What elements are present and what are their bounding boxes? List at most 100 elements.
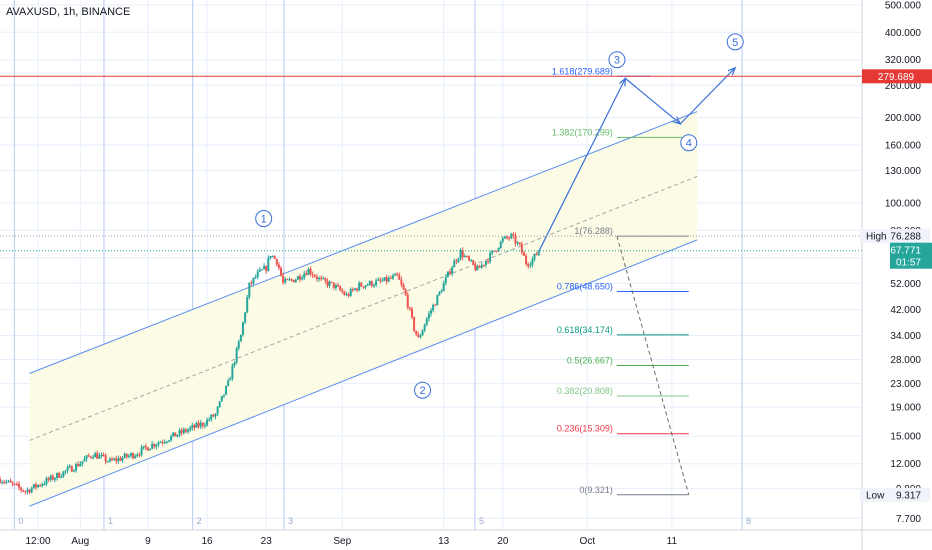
chart-title: AVAXUSD, 1h, BINANCE <box>6 6 131 18</box>
fib-extension[interactable]: 1.618(279.689) 1.382(170.299) 1(76.288) 0.7… <box>552 66 690 496</box>
candle-body <box>96 453 99 459</box>
candle-body <box>263 266 266 270</box>
candle-body <box>520 243 523 253</box>
candle-body <box>87 455 90 457</box>
candle-body <box>425 318 428 325</box>
candle-body <box>138 454 141 456</box>
low-label: Low <box>866 490 885 501</box>
price-tick-label: 400.000 <box>885 28 922 39</box>
candle-body <box>347 294 350 296</box>
session-marker-label: 3 <box>288 516 293 526</box>
candle-body <box>7 480 10 482</box>
candle-body <box>535 253 538 256</box>
resistance-badge-label: 279.689 <box>878 72 915 83</box>
candle-body <box>49 475 52 480</box>
candle-body <box>206 419 209 426</box>
candle-body <box>341 290 344 293</box>
candle-body <box>529 264 532 267</box>
candle-body <box>360 282 363 287</box>
candle-body <box>246 297 249 313</box>
fib-level-label: 0.382(20.808) <box>557 386 613 396</box>
candle-body <box>417 334 420 338</box>
candle-body <box>356 288 359 291</box>
candle-body <box>129 453 132 456</box>
candle-body <box>252 277 255 284</box>
candles <box>0 231 540 495</box>
wave-path <box>538 67 736 251</box>
candle-body <box>461 250 464 258</box>
price-tick-label: 42.000 <box>890 305 921 316</box>
regression-channel[interactable] <box>29 111 698 507</box>
candle-body <box>30 488 33 493</box>
candle-body <box>180 430 183 433</box>
candle-body <box>423 324 426 331</box>
time-tick-label: 20 <box>497 536 509 547</box>
candle-body <box>533 253 536 260</box>
candle-body <box>37 484 40 488</box>
price-tick-label: 160.000 <box>885 141 922 152</box>
candle-body <box>165 441 168 443</box>
wave-label: 4 <box>686 138 692 150</box>
candle-body <box>13 483 16 485</box>
candle-body <box>142 445 145 448</box>
candle-body <box>197 422 200 427</box>
candle-body <box>480 264 483 268</box>
candle-body <box>377 279 380 281</box>
candle-body <box>402 284 405 290</box>
candle-body <box>495 250 498 252</box>
candle-body <box>168 440 171 442</box>
channel-lower-line <box>29 239 698 507</box>
candle-body <box>28 489 31 493</box>
candle-body <box>368 281 371 285</box>
candle-body <box>508 237 511 239</box>
candle-body <box>440 291 443 293</box>
candle-body <box>503 236 506 239</box>
candle-body <box>307 268 310 275</box>
candle-body <box>220 395 223 402</box>
candle-body <box>493 250 496 252</box>
candle-body <box>157 442 160 445</box>
candle-body <box>370 281 373 287</box>
candle-body <box>218 401 221 407</box>
candle-body <box>381 280 384 282</box>
candle-body <box>522 252 525 256</box>
candle-body <box>269 256 272 259</box>
candle-body <box>385 277 388 282</box>
candle-body <box>320 277 323 279</box>
price-tick-label: 7.700 <box>896 514 921 525</box>
candle-body <box>22 490 25 492</box>
low-price: 9.317 <box>896 490 921 501</box>
candle-body <box>349 289 352 296</box>
price-tick-label: 15.000 <box>890 432 921 443</box>
wave-label-circle <box>608 51 626 69</box>
candle-body <box>256 271 259 278</box>
candle-body <box>476 266 479 271</box>
price-tick-label: 320.000 <box>885 55 922 66</box>
price-tick-label: 19.000 <box>890 403 921 414</box>
price-lines <box>0 75 862 252</box>
session-marker-label: 8 <box>746 516 751 526</box>
candle-body <box>108 458 111 462</box>
candle-body <box>525 255 528 265</box>
candle-body <box>239 334 242 342</box>
elliott-wave[interactable]: 1 2 3 4 5 <box>255 33 744 399</box>
candle-body <box>149 448 152 451</box>
candle-body <box>398 274 401 280</box>
candle-body <box>72 470 75 472</box>
candle-body <box>491 250 494 253</box>
low-badge <box>860 487 930 502</box>
candle-body <box>47 478 50 480</box>
candle-body <box>400 279 403 285</box>
candle-body <box>53 478 56 480</box>
candle-body <box>161 442 164 444</box>
price-tick-label: 200.000 <box>885 113 922 124</box>
candle-body <box>0 478 1 483</box>
candle-body <box>324 278 327 281</box>
candle-body <box>313 275 316 277</box>
candle-body <box>172 432 175 436</box>
candle-body <box>20 487 23 491</box>
candle-body <box>89 456 92 458</box>
